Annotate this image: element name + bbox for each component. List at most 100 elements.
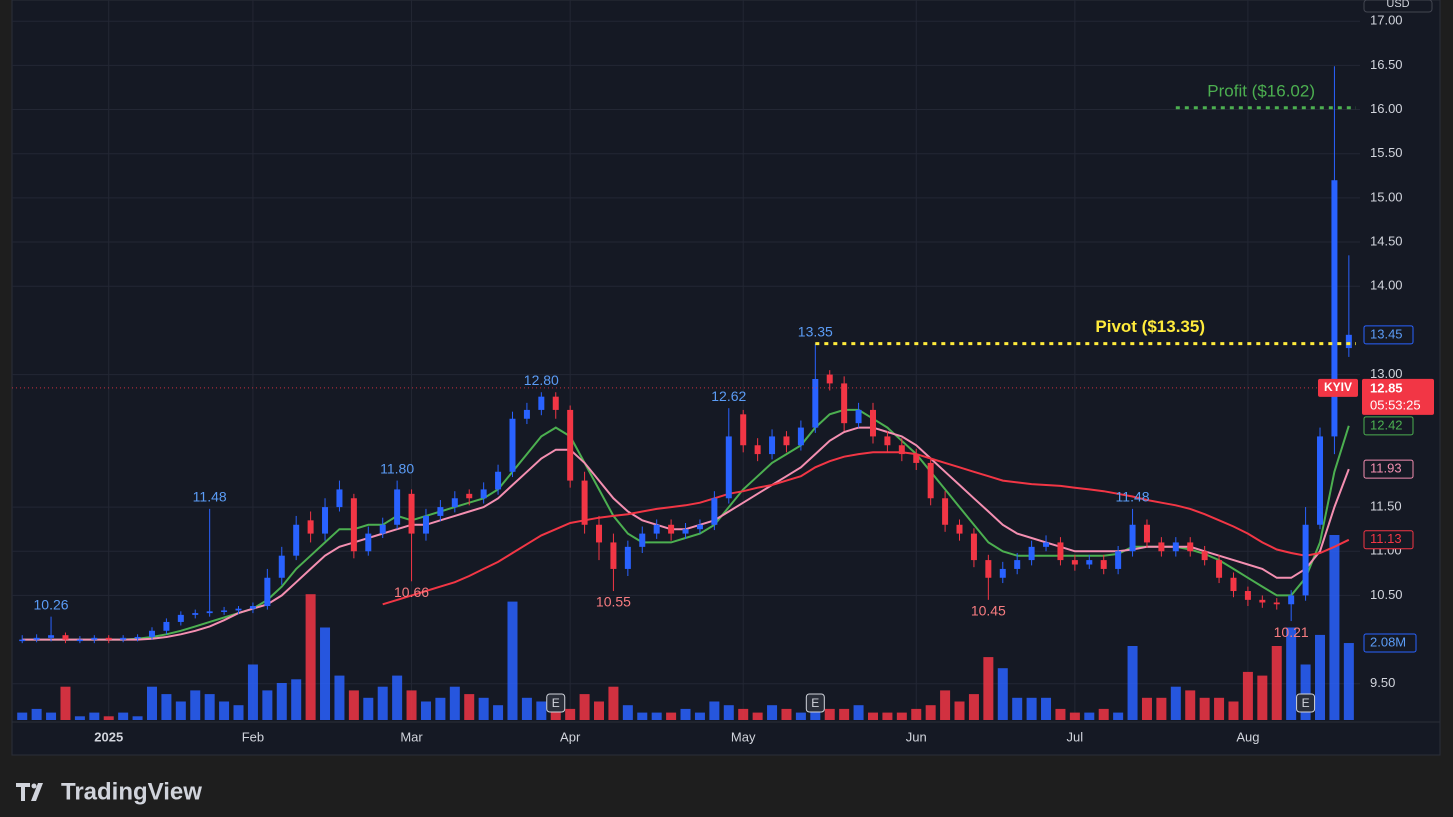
volume-bar <box>1012 697 1023 720</box>
logo-mark <box>16 783 43 801</box>
candle-body <box>1187 542 1194 552</box>
volume-bar <box>276 683 287 720</box>
volume-bar <box>1329 535 1340 720</box>
x-tick-label: Feb <box>242 729 264 744</box>
volume-bar <box>579 694 590 720</box>
earnings-label: E <box>811 696 819 710</box>
candle-body <box>1057 542 1064 561</box>
x-tick-label: Mar <box>400 729 423 744</box>
x-tick-label: May <box>731 729 756 744</box>
candle-body <box>711 498 718 525</box>
volume-bar <box>1199 697 1210 720</box>
volume-bar <box>1055 708 1066 720</box>
volume-bar <box>1242 671 1253 720</box>
volume-bar <box>1041 697 1052 720</box>
volume-bar <box>363 697 374 720</box>
volume-bar <box>824 708 835 720</box>
volume-bar <box>1084 712 1095 720</box>
candle-body <box>552 396 559 410</box>
candle-body <box>379 524 386 534</box>
candle-body <box>1259 599 1266 603</box>
candle-body <box>192 613 199 615</box>
candle-body <box>999 568 1006 578</box>
volume-bar <box>89 712 100 720</box>
candle-body <box>769 436 776 455</box>
y-tick-label: 16.50 <box>1370 57 1403 72</box>
candle-body <box>264 577 271 607</box>
volume-bar <box>694 712 705 720</box>
x-tick-label: 2025 <box>94 729 123 744</box>
candle-body <box>581 480 588 525</box>
candle-body <box>336 489 343 508</box>
candle-body <box>1230 577 1237 592</box>
volume-bar <box>637 712 648 720</box>
candle-body <box>422 515 429 534</box>
volume-bar <box>406 690 417 720</box>
volume-bar <box>1343 643 1354 720</box>
candle-body <box>163 621 170 631</box>
axis-badge <box>1363 530 1414 550</box>
candle-body <box>855 409 862 424</box>
candle-body <box>1129 524 1136 552</box>
volume-bar <box>608 686 619 720</box>
volume-bar <box>305 594 316 720</box>
volume-bar <box>60 686 71 720</box>
candle-body <box>1317 436 1324 525</box>
axis-badge <box>1363 416 1414 436</box>
extreme-label: 13.35 <box>798 323 833 339</box>
volume-badge-label: 2.08M <box>1370 634 1406 649</box>
candle-body <box>696 524 703 530</box>
candle-body <box>365 533 372 552</box>
candle-body <box>1071 560 1078 565</box>
volume-bar <box>1185 690 1196 720</box>
volume-bar <box>968 694 979 720</box>
candle-body <box>740 414 747 446</box>
volume-bar <box>1098 708 1109 720</box>
current-price-badge <box>1362 378 1434 415</box>
volume-bar <box>493 705 504 720</box>
volume-bar <box>449 686 460 720</box>
candle-body <box>783 436 790 446</box>
candle-body <box>76 639 83 642</box>
earnings-marker <box>805 693 825 713</box>
volume-bar <box>867 712 878 720</box>
volume-bar <box>622 705 633 720</box>
candle-body <box>509 418 516 472</box>
volume-bar <box>983 657 994 720</box>
volume-bar <box>31 708 42 720</box>
candle-body <box>235 608 242 611</box>
candle-body <box>1115 551 1122 569</box>
volume-bar <box>940 690 951 720</box>
axis-badge-label: 13.45 <box>1370 326 1403 341</box>
candle-body <box>120 637 127 640</box>
candle-body <box>105 637 112 640</box>
candle-body <box>1100 560 1107 569</box>
x-tick-label: Aug <box>1236 729 1259 744</box>
candle-body <box>1158 542 1165 552</box>
volume-bar <box>420 701 431 720</box>
volume-bar <box>882 712 893 720</box>
volume-bar <box>1315 634 1326 720</box>
y-tick-label: 17.00 <box>1370 13 1403 28</box>
currency-box <box>1363 0 1433 13</box>
extreme-label: 12.62 <box>711 388 746 404</box>
candle-body <box>134 636 141 639</box>
candle-body <box>970 533 977 561</box>
earnings-label: E <box>552 696 560 710</box>
candle-body <box>1302 524 1309 596</box>
candle-body <box>884 436 891 446</box>
y-tick-label: 14.50 <box>1370 233 1403 248</box>
volume-bar <box>594 701 605 720</box>
volume-bar <box>348 690 359 720</box>
volume-bar <box>1271 646 1282 720</box>
volume-bar <box>680 708 691 720</box>
volume-bar <box>132 716 143 720</box>
volume-badge <box>1363 633 1417 653</box>
volume-bar <box>1069 712 1080 720</box>
candle-body <box>942 498 949 525</box>
volume-bar <box>1141 697 1152 720</box>
volume-bar <box>262 690 273 720</box>
y-tick-label: 13.00 <box>1370 366 1403 381</box>
earnings-label: E <box>1302 696 1310 710</box>
